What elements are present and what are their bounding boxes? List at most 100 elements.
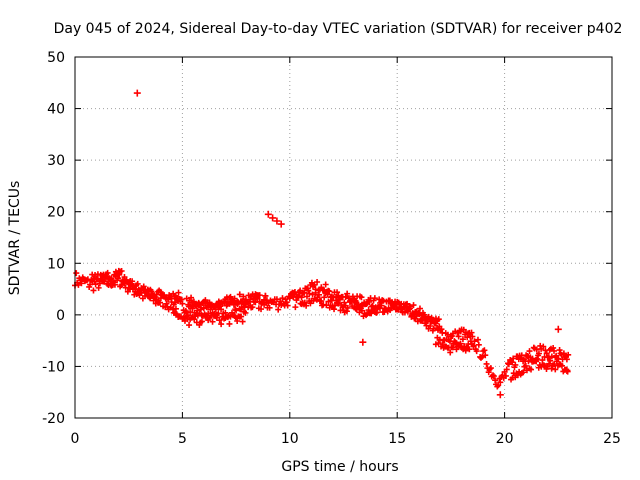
data-point	[218, 321, 225, 328]
data-point	[534, 355, 541, 362]
data-point	[275, 306, 282, 313]
data-point	[240, 293, 247, 300]
data-point	[470, 343, 477, 350]
data-point	[190, 298, 197, 305]
data-point	[118, 282, 125, 289]
data-point	[314, 278, 321, 285]
data-point	[256, 292, 263, 299]
data-point	[284, 302, 291, 309]
data-point	[87, 281, 94, 288]
y-tick-label: 10	[47, 256, 65, 272]
data-point	[119, 277, 126, 284]
data-point	[175, 289, 182, 296]
data-point	[565, 351, 572, 358]
data-point	[209, 318, 216, 325]
data-point	[380, 297, 387, 304]
data-point	[503, 366, 510, 373]
data-point	[481, 347, 488, 354]
data-point	[546, 360, 553, 367]
data-point	[540, 343, 547, 350]
data-point	[279, 295, 286, 302]
data-point	[288, 293, 295, 300]
data-point	[373, 309, 380, 316]
data-point	[111, 281, 118, 288]
data-point	[447, 349, 454, 356]
data-point	[528, 366, 535, 373]
data-point	[487, 365, 494, 372]
data-point	[321, 294, 328, 301]
data-point	[490, 373, 497, 380]
data-point	[231, 295, 238, 302]
data-point	[335, 300, 342, 307]
data-point	[452, 339, 459, 346]
data-point	[341, 299, 348, 306]
data-point	[277, 220, 285, 228]
data-point	[269, 214, 277, 222]
data-point	[479, 353, 486, 360]
data-point	[522, 362, 529, 369]
data-point	[550, 344, 557, 351]
x-tick-label: 5	[178, 431, 187, 447]
data-point	[492, 377, 499, 384]
data-point	[543, 350, 550, 357]
data-point	[226, 320, 233, 327]
data-point	[309, 291, 316, 298]
data-point	[262, 292, 269, 299]
data-point	[490, 372, 497, 379]
data-point	[502, 372, 509, 379]
x-tick-label: 20	[496, 431, 514, 447]
data-point	[496, 391, 504, 399]
data-point	[179, 300, 186, 307]
data-point	[378, 302, 385, 309]
data-point	[436, 336, 443, 343]
data-point	[467, 338, 474, 345]
data-point	[213, 301, 220, 308]
data-point	[552, 366, 559, 373]
data-point	[459, 336, 466, 343]
y-tick-label: -20	[42, 411, 65, 427]
data-point	[238, 304, 245, 311]
data-point	[318, 298, 325, 305]
chart-title: Day 045 of 2024, Sidereal Day-to-day VTE…	[54, 21, 623, 37]
data-point	[188, 294, 195, 301]
data-point	[198, 304, 205, 311]
data-point	[191, 316, 198, 323]
data-point	[90, 287, 97, 294]
data-point	[468, 329, 475, 336]
data-point	[157, 288, 164, 295]
plot-frame	[74, 56, 613, 419]
data-point	[251, 298, 257, 305]
data-point	[198, 318, 205, 325]
data-point	[238, 313, 245, 320]
data-point	[292, 304, 299, 311]
data-point	[520, 369, 527, 376]
data-point	[234, 317, 241, 324]
y-tick-label: -10	[42, 359, 65, 375]
data-point	[194, 312, 201, 319]
data-point	[510, 355, 517, 362]
data-point	[553, 358, 560, 365]
data-point	[331, 306, 338, 313]
data-point	[563, 367, 571, 375]
data-point	[449, 344, 456, 351]
data-point	[438, 326, 445, 333]
data-point	[509, 359, 516, 366]
y-tick-label: 30	[47, 153, 65, 169]
data-point	[163, 300, 170, 307]
data-point	[121, 274, 128, 281]
data-point	[273, 217, 281, 225]
x-tick-label: 10	[281, 431, 299, 447]
data-point	[335, 292, 342, 299]
data-point	[290, 289, 297, 296]
data-point	[455, 333, 462, 340]
data-point	[457, 340, 464, 347]
data-point	[466, 346, 473, 353]
data-point	[303, 302, 310, 309]
data-point	[157, 299, 164, 306]
data-point	[263, 297, 270, 304]
data-point	[435, 340, 442, 347]
data-point	[178, 296, 185, 303]
data-point	[453, 346, 460, 353]
data-point	[266, 304, 273, 311]
